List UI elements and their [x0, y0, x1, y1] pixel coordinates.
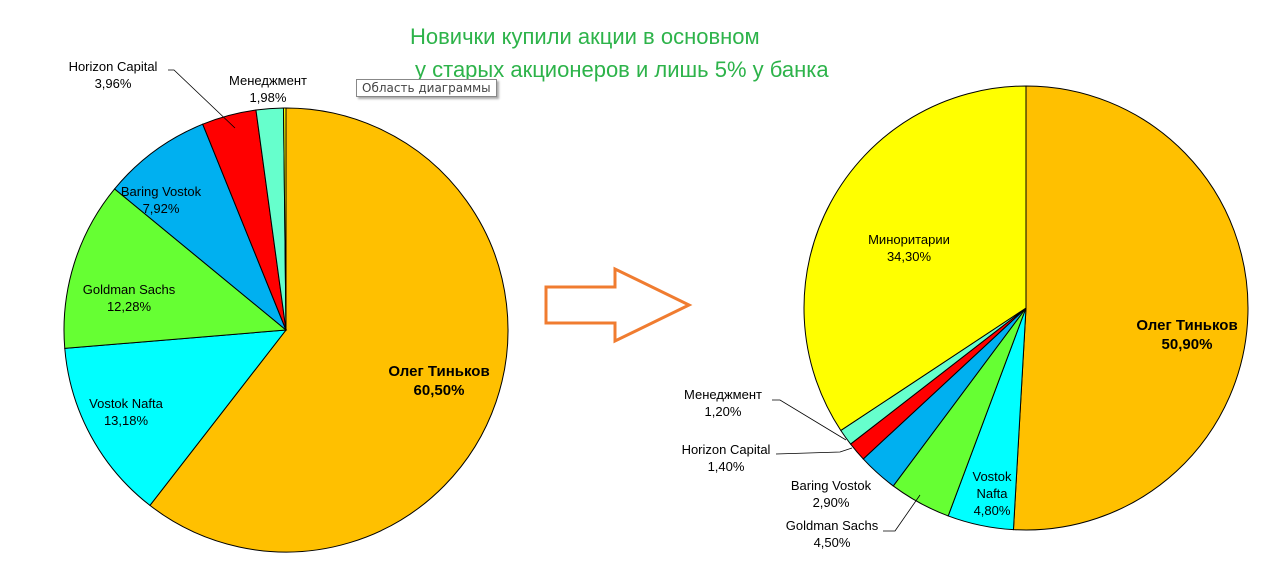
pie-2-data-label: Менеджмент 1,20% [684, 386, 762, 420]
slice-label-value: 2,90% [812, 495, 850, 510]
pie-1-slice-vostok-nafta [64, 329, 288, 507]
pie-1-data-label: Олег Тиньков 60,50% [388, 362, 489, 400]
slice-label-value: 13,18% [103, 413, 149, 428]
slice-label-value: 1,40% [707, 459, 745, 474]
pie-2-data-label: Baring Vostok 2,90% [791, 477, 871, 511]
slice-label-name: Vostok [972, 469, 1012, 484]
slice-label-value: 12,28% [106, 299, 152, 314]
title-line-2: у старых акционеров и лишь 5% у банка [415, 57, 829, 82]
leader-line [772, 399, 847, 441]
pie-2-data-label: Миноритарии 34,30% [868, 231, 950, 265]
pie-1-data-label: Baring Vostok 7,92% [121, 183, 201, 217]
slice-label-name: Baring Vostok [120, 184, 202, 199]
pie-1-data-label: Horizon Capital 3,96% [69, 58, 158, 92]
pie-2-slice-олег-тиньков [1012, 85, 1249, 531]
pie-1-data-label: Vostok Nafta 13,18% [89, 395, 163, 429]
slice-label-name: Миноритарии [868, 232, 950, 247]
pie-2-data-label: Vostok Nafta 4,80% [972, 468, 1011, 519]
slice-label-name: Олег Тиньков [388, 363, 490, 380]
pie-2-data-label: Олег Тиньков 50,90% [1136, 316, 1237, 354]
arrow-right-icon [544, 266, 693, 344]
pie-1-slice-олег-тиньков [149, 107, 509, 553]
leader-line [883, 494, 921, 532]
pie-1-data-label: Менеджмент 1,98% [229, 72, 307, 106]
slice-label-value: 1,98% [249, 90, 287, 105]
leader-line [168, 69, 236, 129]
slice-label-name: Goldman Sachs [82, 282, 176, 297]
slice-label-name: Horizon Capital [68, 59, 158, 74]
slice-label-value: 1,20% [704, 404, 742, 419]
slice-label-value: 50,90% [1161, 336, 1213, 353]
slice-label-name: Vostok Nafta [89, 396, 163, 411]
slice-label-name: Nafta [976, 486, 1008, 501]
chart-area-tooltip: Область диаграммы [356, 79, 497, 97]
slice-label-name: Goldman Sachs [785, 518, 879, 533]
slice-label-value: 3,96% [94, 76, 132, 91]
pie-1-slice-other [282, 107, 287, 331]
leader-line [775, 447, 853, 455]
pie-2-data-label: Horizon Capital 1,40% [682, 441, 771, 475]
pie-2-data-label: Goldman Sachs 4,50% [786, 517, 879, 551]
slice-label-name: Менеджмент [229, 73, 307, 88]
pie-2-slice-миноритарии [803, 85, 1027, 432]
slice-label-value: 34,30% [886, 249, 932, 264]
title-line-1: Новички купили акции в основном [410, 24, 760, 49]
slice-label-name: Baring Vostok [790, 478, 872, 493]
slice-label-value: 4,50% [813, 535, 851, 550]
slice-label-value: 60,50% [413, 382, 465, 399]
slice-label-value: 7,92% [142, 201, 180, 216]
slice-label-name: Horizon Capital [681, 442, 771, 457]
pie-1-slice-baring-vostok [113, 123, 287, 331]
pie-1-data-label: Goldman Sachs 12,28% [83, 281, 176, 315]
slice-label-name: Менеджмент [684, 387, 762, 402]
slice-label-value: 4,80% [973, 503, 1011, 518]
slice-label-name: Олег Тиньков [1136, 317, 1238, 334]
pie-1-slice-goldman-sachs [63, 188, 288, 349]
